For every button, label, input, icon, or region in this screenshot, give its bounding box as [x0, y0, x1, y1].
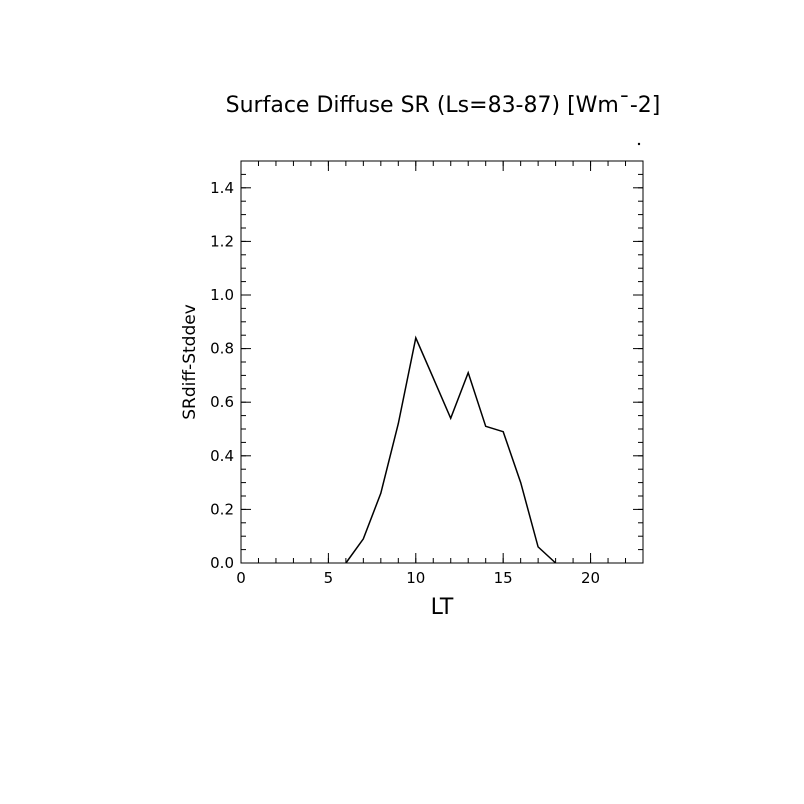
x-tick-label: 15 [494, 569, 513, 587]
chart-title: Surface Diffuse SR (Ls=83-87) [Wm¯-2] [226, 93, 661, 118]
plot-frame [240, 160, 644, 564]
y-tick-label: 0.2 [210, 500, 234, 518]
x-axis-label: LT [431, 595, 454, 620]
series-line [345, 335, 557, 564]
x-tick-label: 0 [236, 569, 246, 587]
y-tick-label: 0.0 [210, 554, 234, 572]
stray-dot [637, 142, 641, 146]
x-axis-ticks: 0 5 10 15 20 [236, 161, 600, 587]
x-tick-label: 10 [406, 569, 425, 587]
minor-ticks [240, 160, 644, 564]
x-tick-label: 5 [324, 569, 334, 587]
y-tick-label: 1.2 [210, 232, 234, 250]
y-tick-label: 0.8 [210, 340, 234, 358]
y-tick-label: 0.6 [210, 393, 234, 411]
y-tick-label: 1.4 [210, 179, 234, 197]
y-tick-label: 0.4 [210, 447, 234, 465]
y-axis-label: SRdiff-Stddev [180, 304, 200, 420]
x-tick-label: 20 [581, 569, 600, 587]
y-axis-ticks: 0.0 0.2 0.4 0.6 0.8 1.0 1.2 1.4 [210, 179, 643, 572]
y-tick-label: 1.0 [210, 286, 234, 304]
